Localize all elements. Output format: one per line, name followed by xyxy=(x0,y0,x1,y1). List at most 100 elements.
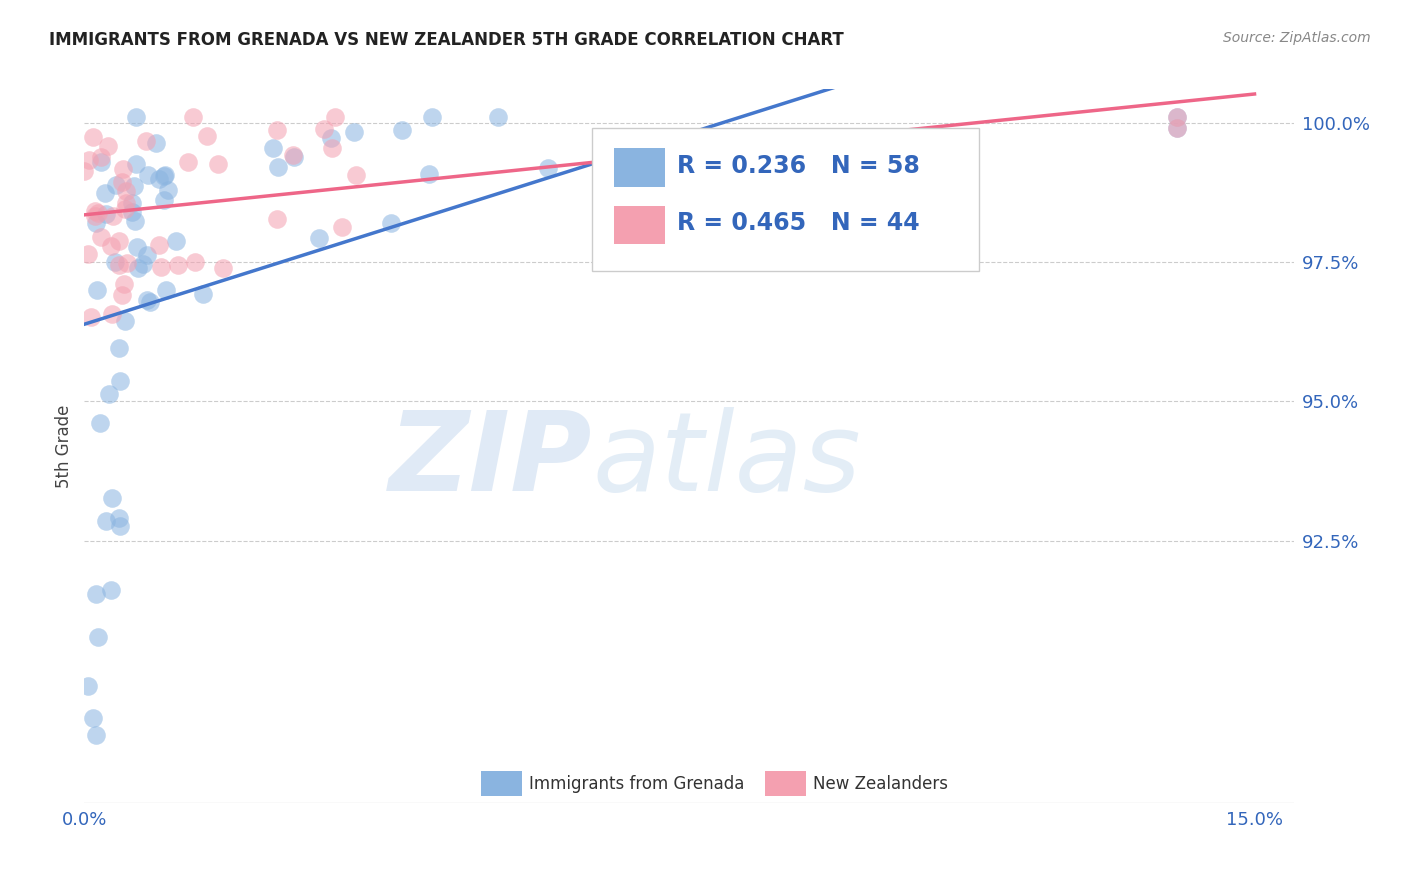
Point xyxy=(84,216,107,230)
Point xyxy=(84,209,107,223)
Point xyxy=(100,238,122,252)
Point xyxy=(86,283,108,297)
Point xyxy=(391,123,413,137)
Point xyxy=(195,128,218,143)
Point xyxy=(77,153,100,167)
Point xyxy=(90,155,112,169)
Point xyxy=(212,260,235,275)
Point xyxy=(77,247,100,261)
Point xyxy=(117,255,139,269)
Text: IMMIGRANTS FROM GRENADA VS NEW ZEALANDER 5TH GRADE CORRELATION CHART: IMMIGRANTS FROM GRENADA VS NEW ZEALANDER… xyxy=(49,31,844,49)
Point xyxy=(94,514,117,528)
Point xyxy=(136,293,159,308)
Point xyxy=(114,202,136,216)
Point xyxy=(319,131,342,145)
Point xyxy=(112,162,135,177)
Y-axis label: 5th Grade: 5th Grade xyxy=(55,404,73,488)
Point xyxy=(97,139,120,153)
Point xyxy=(108,511,131,525)
Point xyxy=(420,110,443,124)
Point xyxy=(124,214,146,228)
Point xyxy=(181,110,204,124)
Point xyxy=(132,257,155,271)
Point xyxy=(152,194,174,208)
Point xyxy=(344,168,367,182)
Point xyxy=(321,141,343,155)
Point xyxy=(84,587,107,601)
Point xyxy=(138,294,160,309)
Point xyxy=(107,258,129,272)
Point xyxy=(115,184,138,198)
Point xyxy=(267,160,290,174)
Text: Immigrants from Grenada: Immigrants from Grenada xyxy=(529,774,745,792)
Point xyxy=(148,172,170,186)
FancyBboxPatch shape xyxy=(765,772,806,796)
Point xyxy=(343,125,366,139)
Text: atlas: atlas xyxy=(592,407,860,514)
Point xyxy=(380,216,402,230)
Point xyxy=(177,155,200,169)
Point xyxy=(112,277,135,291)
Point xyxy=(105,178,128,192)
Point xyxy=(121,204,143,219)
Point xyxy=(308,231,330,245)
Point xyxy=(153,169,176,183)
Point xyxy=(136,169,159,183)
Point xyxy=(121,196,143,211)
Point xyxy=(101,491,124,505)
Point xyxy=(148,238,170,252)
Point xyxy=(323,110,346,124)
Point xyxy=(281,148,304,162)
Point xyxy=(127,261,149,276)
Point xyxy=(87,206,110,220)
Point xyxy=(97,387,120,401)
Point xyxy=(82,129,104,144)
Point xyxy=(114,314,136,328)
Point xyxy=(84,204,107,219)
Point xyxy=(418,167,440,181)
Text: R = 0.465   N = 44: R = 0.465 N = 44 xyxy=(676,211,920,235)
Point xyxy=(183,255,205,269)
Point xyxy=(104,254,127,268)
FancyBboxPatch shape xyxy=(592,128,979,271)
Point xyxy=(153,168,176,182)
FancyBboxPatch shape xyxy=(614,148,665,187)
Point xyxy=(80,310,103,324)
Point xyxy=(155,283,177,297)
Point xyxy=(101,209,124,223)
Text: R = 0.236   N = 58: R = 0.236 N = 58 xyxy=(676,154,920,178)
Point xyxy=(100,582,122,597)
Point xyxy=(283,150,305,164)
Point xyxy=(110,374,132,388)
Point xyxy=(1166,121,1188,136)
Text: Source: ZipAtlas.com: Source: ZipAtlas.com xyxy=(1223,31,1371,45)
Point xyxy=(89,416,111,430)
Point xyxy=(124,178,146,193)
Point xyxy=(94,207,117,221)
Point xyxy=(115,196,138,211)
Point xyxy=(135,248,157,262)
Point xyxy=(90,229,112,244)
Point xyxy=(73,163,96,178)
Point xyxy=(90,151,112,165)
Point xyxy=(537,161,560,175)
Point xyxy=(262,141,284,155)
Point xyxy=(486,110,509,124)
Point xyxy=(108,518,131,533)
Point xyxy=(82,711,104,725)
Text: ZIP: ZIP xyxy=(388,407,592,514)
Point xyxy=(94,186,117,200)
Text: New Zealanders: New Zealanders xyxy=(814,774,949,792)
Point xyxy=(87,631,110,645)
Point xyxy=(207,157,229,171)
Point xyxy=(150,260,173,274)
Point xyxy=(156,183,179,197)
Point xyxy=(101,307,124,321)
Point xyxy=(111,175,134,189)
Point xyxy=(86,728,108,742)
Point xyxy=(145,136,167,150)
Point xyxy=(108,235,131,249)
Point xyxy=(135,134,157,148)
Point xyxy=(330,220,353,235)
Point xyxy=(125,157,148,171)
